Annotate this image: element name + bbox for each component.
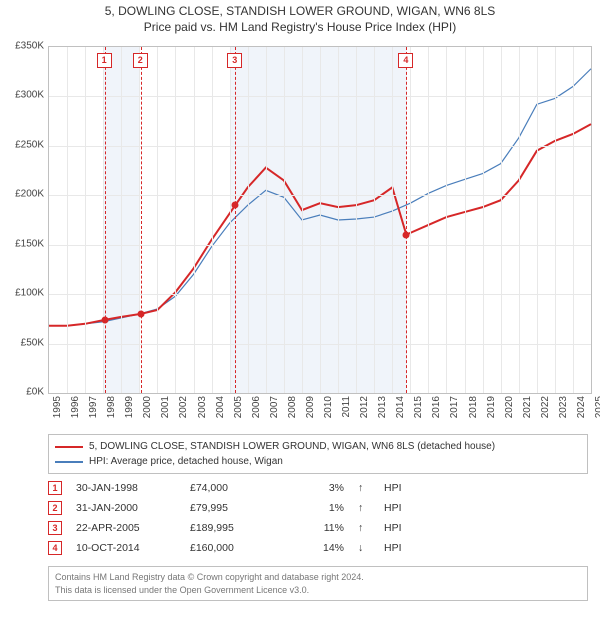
x-tick-label: 2010 xyxy=(323,396,334,418)
marker-dot xyxy=(137,310,144,317)
title-line1: 5, DOWLING CLOSE, STANDISH LOWER GROUND,… xyxy=(0,4,600,20)
x-tick-label: 2006 xyxy=(251,396,262,418)
event-pct: 14% xyxy=(294,542,344,554)
y-tick-label: £50K xyxy=(0,337,44,348)
marker-line xyxy=(406,47,407,393)
marker-number: 2 xyxy=(133,53,148,68)
x-tick-label: 1996 xyxy=(70,396,81,418)
x-tick-label: 2002 xyxy=(178,396,189,418)
marker-number: 3 xyxy=(227,53,242,68)
event-arrow-icon: ↓ xyxy=(358,542,370,554)
marker-number: 4 xyxy=(398,53,413,68)
x-tick-label: 2007 xyxy=(269,396,280,418)
event-date: 30-JAN-1998 xyxy=(76,482,176,494)
y-tick-label: £0K xyxy=(0,387,44,398)
event-row: 1 30-JAN-1998 £74,000 3% ↑ HPI xyxy=(48,478,588,498)
event-price: £79,995 xyxy=(190,502,280,514)
event-label: HPI xyxy=(384,522,402,534)
x-tick-label: 2015 xyxy=(413,396,424,418)
marker-dot xyxy=(232,202,239,209)
legend-item: HPI: Average price, detached house, Wiga… xyxy=(55,454,581,469)
event-number: 1 xyxy=(48,481,62,495)
y-tick-label: £100K xyxy=(0,288,44,299)
x-tick-label: 2016 xyxy=(431,396,442,418)
marker-dot xyxy=(101,316,108,323)
event-pct: 3% xyxy=(294,482,344,494)
x-tick-label: 2011 xyxy=(341,396,352,418)
legend-label: 5, DOWLING CLOSE, STANDISH LOWER GROUND,… xyxy=(89,439,495,454)
x-tick-label: 2008 xyxy=(287,396,298,418)
event-row: 4 10-OCT-2014 £160,000 14% ↓ HPI xyxy=(48,538,588,558)
event-arrow-icon: ↑ xyxy=(358,502,370,514)
events-table: 1 30-JAN-1998 £74,000 3% ↑ HPI 2 31-JAN-2000 £79… xyxy=(48,478,588,558)
event-number: 3 xyxy=(48,521,62,535)
marker-dot xyxy=(403,231,410,238)
x-tick-label: 2023 xyxy=(558,396,569,418)
x-tick-label: 2013 xyxy=(377,396,388,418)
event-number: 2 xyxy=(48,501,62,515)
y-tick-label: £250K xyxy=(0,139,44,150)
event-label: HPI xyxy=(384,502,402,514)
x-tick-label: 2014 xyxy=(395,396,406,418)
x-tick-label: 2019 xyxy=(486,396,497,418)
x-tick-label: 2005 xyxy=(233,396,244,418)
x-tick-label: 2017 xyxy=(449,396,460,418)
event-arrow-icon: ↑ xyxy=(358,482,370,494)
chart-title: 5, DOWLING CLOSE, STANDISH LOWER GROUND,… xyxy=(0,0,600,35)
event-pct: 11% xyxy=(294,522,344,534)
event-date: 10-OCT-2014 xyxy=(76,542,176,554)
y-tick-label: £150K xyxy=(0,238,44,249)
legend: 5, DOWLING CLOSE, STANDISH LOWER GROUND,… xyxy=(48,434,588,474)
x-tick-label: 2018 xyxy=(468,396,479,418)
x-tick-label: 2003 xyxy=(197,396,208,418)
event-arrow-icon: ↑ xyxy=(358,522,370,534)
legend-swatch xyxy=(55,446,83,448)
plot-area: 1 2 3 4 xyxy=(48,46,592,394)
marker-line xyxy=(141,47,142,393)
footer-line1: Contains HM Land Registry data © Crown c… xyxy=(55,571,581,584)
event-price: £160,000 xyxy=(190,542,280,554)
event-date: 22-APR-2005 xyxy=(76,522,176,534)
x-tick-label: 1998 xyxy=(106,396,117,418)
x-tick-label: 1995 xyxy=(52,396,63,418)
legend-label: HPI: Average price, detached house, Wiga… xyxy=(89,454,283,469)
legend-swatch xyxy=(55,461,83,463)
x-tick-label: 2001 xyxy=(160,396,171,418)
x-tick-label: 2004 xyxy=(215,396,226,418)
x-tick-label: 2012 xyxy=(359,396,370,418)
footer-line2: This data is licensed under the Open Gov… xyxy=(55,584,581,597)
y-tick-label: £300K xyxy=(0,90,44,101)
marker-line xyxy=(105,47,106,393)
x-tick-label: 2000 xyxy=(142,396,153,418)
x-tick-label: 1997 xyxy=(88,396,99,418)
marker-number: 1 xyxy=(97,53,112,68)
marker-line xyxy=(235,47,236,393)
event-pct: 1% xyxy=(294,502,344,514)
event-number: 4 xyxy=(48,541,62,555)
x-tick-label: 2024 xyxy=(576,396,587,418)
event-price: £189,995 xyxy=(190,522,280,534)
event-label: HPI xyxy=(384,542,402,554)
title-line2: Price paid vs. HM Land Registry's House … xyxy=(0,20,600,36)
event-label: HPI xyxy=(384,482,402,494)
x-tick-label: 2025 xyxy=(594,396,600,418)
legend-item: 5, DOWLING CLOSE, STANDISH LOWER GROUND,… xyxy=(55,439,581,454)
y-tick-label: £350K xyxy=(0,41,44,52)
x-tick-label: 2022 xyxy=(540,396,551,418)
event-date: 31-JAN-2000 xyxy=(76,502,176,514)
event-row: 2 31-JAN-2000 £79,995 1% ↑ HPI xyxy=(48,498,588,518)
y-tick-label: £200K xyxy=(0,189,44,200)
x-tick-label: 2020 xyxy=(504,396,515,418)
x-tick-label: 2009 xyxy=(305,396,316,418)
x-tick-label: 2021 xyxy=(522,396,533,418)
event-price: £74,000 xyxy=(190,482,280,494)
attribution-footer: Contains HM Land Registry data © Crown c… xyxy=(48,566,588,601)
x-tick-label: 1999 xyxy=(124,396,135,418)
event-row: 3 22-APR-2005 £189,995 11% ↑ HPI xyxy=(48,518,588,538)
